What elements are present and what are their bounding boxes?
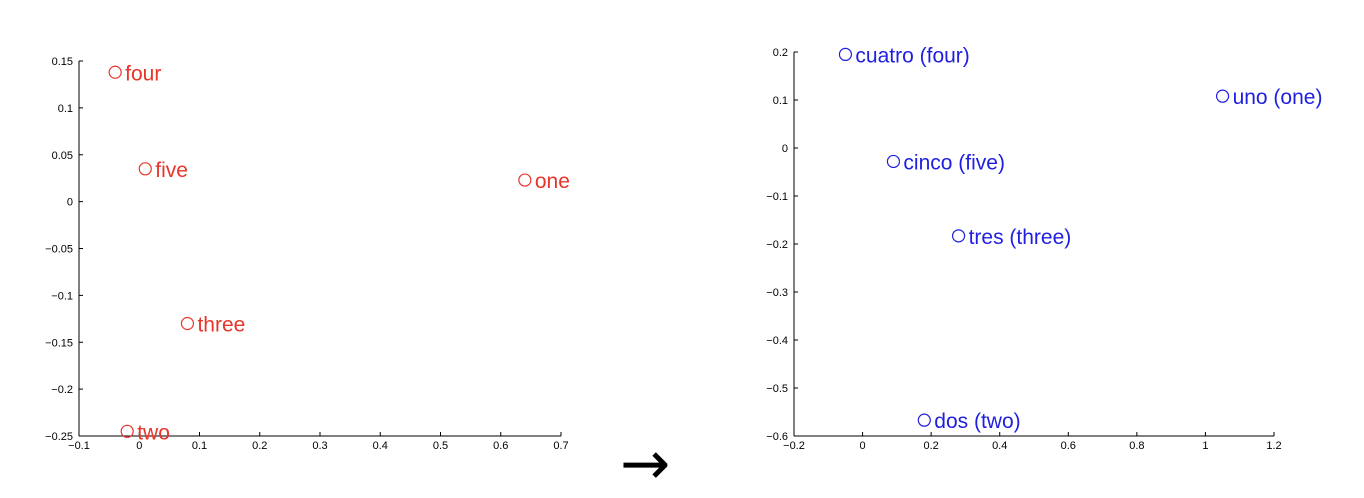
data-point xyxy=(120,424,134,438)
x-tick-label: 1 xyxy=(1202,440,1208,452)
data-point xyxy=(886,154,901,169)
x-tick-label: 0 xyxy=(136,440,142,452)
point-label: cuatro (four) xyxy=(855,44,969,67)
point-label: two xyxy=(137,421,170,444)
x-tick-label: 0.6 xyxy=(493,440,508,452)
x-tick-label: −0.2 xyxy=(783,440,805,452)
x-tick-label: 0.3 xyxy=(312,440,327,452)
y-tick-label: −0.2 xyxy=(51,384,73,396)
point-label: dos (two) xyxy=(934,410,1020,433)
x-tick-label: 0.1 xyxy=(192,440,207,452)
y-tick-label: −0.5 xyxy=(766,383,788,395)
x-tick-label: 0.4 xyxy=(992,440,1007,452)
data-point xyxy=(917,413,931,427)
data-point xyxy=(1215,89,1230,103)
x-tick-label: −0.1 xyxy=(68,440,90,452)
blue-scatter-chart: −0.2 0 0.2 0.4 0.6 0.8 1 1.2 −0.6 −0.5 −0.4 −0.3 −0.… xyxy=(766,44,1322,452)
y-tick-label: 0.2 xyxy=(773,47,788,59)
point-label: four xyxy=(125,62,161,85)
y-tick-label: −0.4 xyxy=(766,335,788,347)
y-tick-label: −0.3 xyxy=(766,287,788,299)
data-point xyxy=(951,229,966,243)
x-tick-label: 1.2 xyxy=(1266,440,1281,452)
y-tick-label: 0.05 xyxy=(52,150,73,162)
red-scatter-chart: −0.1 0 0.1 0.2 0.3 0.4 0.5 0.6 0.7 −0.25 −0.2 −0.15… xyxy=(45,56,570,452)
y-tick-label: 0.1 xyxy=(773,95,788,107)
data-point xyxy=(180,316,195,331)
y-tick-label: −0.6 xyxy=(766,431,788,443)
x-tick-label: 0.2 xyxy=(923,440,938,452)
x-tick-label: 0.7 xyxy=(553,440,568,452)
y-tick-label: 0.15 xyxy=(52,56,73,68)
point-label: one xyxy=(535,170,570,193)
point-label: three xyxy=(197,314,245,337)
y-tick-label: 0.1 xyxy=(58,103,73,115)
point-label: tres (three) xyxy=(969,226,1072,249)
x-tick-label: 0.8 xyxy=(1129,440,1144,452)
data-point xyxy=(138,162,152,176)
y-tick-label: −0.05 xyxy=(45,244,73,256)
x-tick-label: 0 xyxy=(860,440,866,452)
point-label: uno (one) xyxy=(1233,86,1323,109)
y-tick-label: −0.1 xyxy=(766,191,788,203)
x-tick-label: 0.6 xyxy=(1061,440,1076,452)
y-tick-label: 0 xyxy=(782,143,788,155)
point-label: five xyxy=(155,159,188,182)
x-tick-label: 0.5 xyxy=(433,440,448,452)
x-tick-label: 0.4 xyxy=(373,440,388,452)
data-point xyxy=(838,47,853,62)
y-tick-label: −0.1 xyxy=(51,290,73,302)
data-point xyxy=(108,65,122,79)
arrow-icon: → xyxy=(620,429,670,498)
y-tick-label: −0.25 xyxy=(45,431,73,443)
x-tick-label: 0.2 xyxy=(252,440,267,452)
y-tick-label: −0.2 xyxy=(766,239,788,251)
data-point xyxy=(518,173,532,187)
y-tick-label: −0.15 xyxy=(45,337,73,349)
point-label: cinco (five) xyxy=(903,151,1005,174)
y-tick-label: 0 xyxy=(67,197,73,209)
